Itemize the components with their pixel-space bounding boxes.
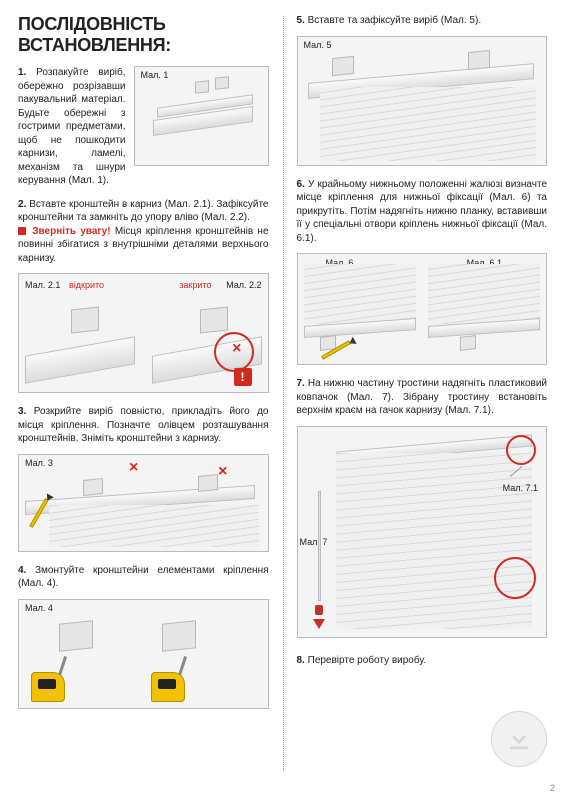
- page-title: ПОСЛІДОВНІСТЬ ВСТАНОВЛЕННЯ:: [18, 14, 269, 56]
- figure-4-label: Мал. 4: [25, 603, 53, 613]
- figure-2-1-label: Мал. 2.1: [25, 280, 60, 290]
- step-1-text: 1. Розпакуйте виріб, обережно розрізавши…: [18, 66, 126, 188]
- figure-4: Мал. 4: [18, 599, 269, 709]
- step-8-body: Перевірте роботу виробу.: [308, 655, 427, 666]
- step-8-num: 8.: [297, 655, 305, 666]
- step-6-body: У крайньому нижньому положенні жалюзі ви…: [297, 179, 548, 244]
- step-6-text: 6. У крайньому нижньому положенні жалюзі…: [297, 178, 548, 246]
- x-mark-icon: ×: [218, 463, 227, 481]
- drill-icon: [31, 662, 75, 702]
- drill-icon: [151, 662, 195, 702]
- step-7-text: 7. На нижню частину тростини надягніть п…: [297, 377, 548, 418]
- step-4-text: 4. Змонтуйте кронштейни елементами кріпл…: [18, 564, 269, 591]
- figure-2-closed: закрито: [179, 280, 211, 290]
- step-3-body: Розкрийте виріб повністю, прикладіть йог…: [18, 406, 269, 444]
- step-7-body: На нижню частину тростини надягніть плас…: [297, 378, 548, 416]
- x-mark-icon: ×: [232, 340, 241, 358]
- column-divider: [283, 16, 284, 771]
- alert-icon: !: [234, 368, 252, 386]
- step-3-text: 3. Розкрийте виріб повністю, прикладіть …: [18, 405, 269, 446]
- figure-2-2-label: Мал. 2.2: [226, 280, 261, 290]
- figure-3-label: Мал. 3: [25, 458, 53, 468]
- warn-label: Зверніть увагу!: [32, 226, 110, 237]
- x-mark-icon: ×: [129, 459, 138, 477]
- step-4-num: 4.: [18, 565, 26, 576]
- step-2-body: Вставте кронштейн в карниз (Мал. 2.1). З…: [18, 199, 269, 224]
- figure-2: Мал. 2.1 відкрито закрито Мал. 2.2 × !: [18, 273, 269, 393]
- step-3-num: 3.: [18, 406, 26, 417]
- page-number: 2: [550, 783, 555, 793]
- step-6-num: 6.: [297, 179, 305, 190]
- step-5-text: 5. Вставте та зафіксуйте виріб (Мал. 5).: [297, 14, 548, 28]
- step-7-num: 7.: [297, 378, 305, 389]
- figure-3: Мал. 3 × ×: [18, 454, 269, 552]
- step-5-num: 5.: [297, 15, 305, 26]
- figure-7-label: Мал. 7: [300, 537, 328, 547]
- download-watermark-icon: [491, 711, 547, 767]
- step-8-text: 8. Перевірте роботу виробу.: [297, 654, 548, 668]
- step-1-num: 1.: [18, 67, 26, 78]
- step-5-body: Вставте та зафіксуйте виріб (Мал. 5).: [308, 15, 481, 26]
- figure-1-label: Мал. 1: [141, 70, 169, 80]
- step-1-body: Розпакуйте виріб, обережно розрізавши па…: [18, 67, 126, 186]
- left-column: ПОСЛІДОВНІСТЬ ВСТАНОВЛЕННЯ: 1. Розпакуйт…: [0, 0, 283, 799]
- figure-5: Мал. 5: [297, 36, 548, 166]
- right-column: 5. Вставте та зафіксуйте виріб (Мал. 5).…: [283, 0, 565, 799]
- step-1-row: 1. Розпакуйте виріб, обережно розрізавши…: [18, 66, 269, 188]
- figure-6: Мал. 6 Мал. 6.1: [297, 253, 548, 365]
- figure-2-open: відкрито: [69, 280, 104, 290]
- figure-1: Мал. 1: [134, 66, 269, 166]
- step-2-num: 2.: [18, 199, 26, 210]
- step-2-text: 2. Вставте кронштейн в карниз (Мал. 2.1)…: [18, 198, 269, 266]
- warn-icon: [18, 227, 26, 235]
- figure-7: Мал. 7.1 Мал. 7: [297, 426, 548, 638]
- step-4-body: Змонтуйте кронштейни елементами кріпленн…: [18, 565, 269, 590]
- wand-cap-icon: [315, 605, 323, 615]
- figure-7-1-label: Мал. 7.1: [503, 483, 538, 493]
- figure-5-label: Мал. 5: [304, 40, 332, 50]
